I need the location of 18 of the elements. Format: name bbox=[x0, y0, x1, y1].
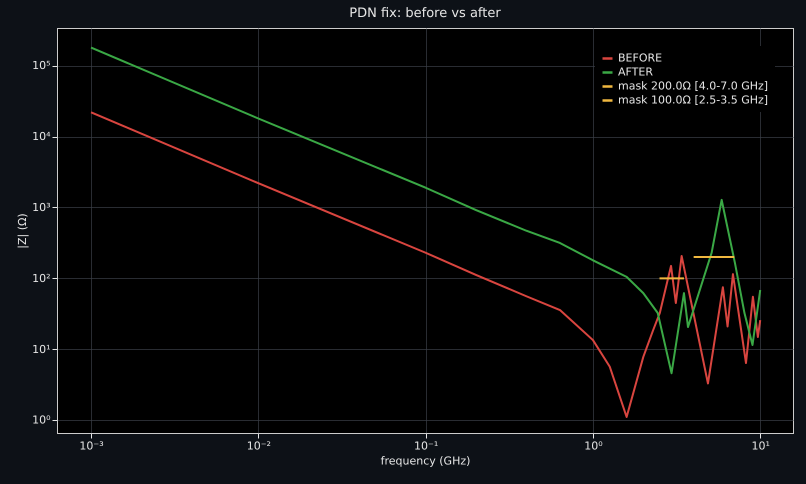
legend-label: mask 200.0Ω [4.0-7.0 GHz] bbox=[618, 80, 768, 92]
x-tick-label: 10⁰ bbox=[584, 440, 604, 452]
x-tick-label: 10⁻¹ bbox=[414, 440, 438, 452]
y-tick-label: 10⁰ bbox=[32, 414, 52, 427]
x-tick-label: 10¹ bbox=[752, 440, 770, 452]
y-tick-label: 10⁴ bbox=[32, 130, 52, 144]
y-tick-label: 10¹ bbox=[32, 342, 50, 356]
y-tick-label: 10³ bbox=[32, 200, 50, 214]
y-axis-title: |Z| (Ω) bbox=[16, 213, 30, 249]
legend-label: mask 100.0Ω [2.5-3.5 GHz] bbox=[618, 94, 768, 106]
x-tick-label: 10⁻³ bbox=[79, 440, 104, 452]
legend-label: BEFORE bbox=[618, 52, 662, 64]
y-tick-label: 10² bbox=[32, 272, 50, 285]
legend-label: AFTER bbox=[618, 66, 654, 78]
x-axis-title: frequency (GHz) bbox=[380, 454, 470, 468]
chart-title: PDN fix: before vs after bbox=[349, 6, 502, 21]
x-tick-label: 10⁻² bbox=[246, 440, 271, 452]
y-tick-label: 10⁵ bbox=[32, 59, 50, 72]
